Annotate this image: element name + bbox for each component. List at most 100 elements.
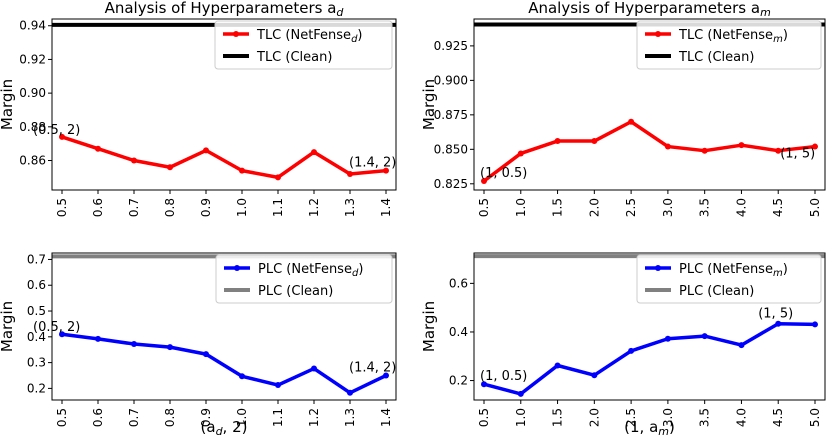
- data-point: [775, 320, 782, 327]
- x-tick-label: 5.0: [808, 198, 822, 217]
- data-point: [812, 143, 818, 150]
- x-tick-label: 1.0: [235, 198, 249, 217]
- series-line: [483, 321, 816, 396]
- y-tick-label: 0.88: [19, 120, 46, 134]
- chart-panel-4: 0.2 0.4 0.6 0.5 1.0 1.5 2.0 2.5 3.0 3.5 4.0 4.5 5.0 M…: [420, 252, 826, 436]
- y-tick-label: 0.86: [19, 154, 46, 168]
- data-point: [239, 373, 245, 380]
- data-point: [95, 145, 101, 152]
- y-tick-label: 0.875: [434, 108, 468, 122]
- legend-marker: [234, 265, 240, 271]
- data-point: [664, 143, 671, 150]
- x-tick-label: 3.0: [661, 198, 675, 217]
- data-point: [167, 164, 173, 171]
- plot-frame: [51, 252, 397, 401]
- data-point: [131, 157, 137, 164]
- plot-frame: [473, 252, 826, 401]
- data-point: [481, 178, 487, 185]
- y-axis-label: Margin: [0, 301, 16, 352]
- y-axis-label: Margin: [420, 79, 438, 130]
- y-tick-label: 0.850: [434, 142, 468, 156]
- x-tick-label: 2.5: [624, 408, 638, 427]
- data-point: [275, 382, 281, 389]
- y-tick-label: 0.4: [449, 325, 468, 339]
- data-point: [131, 341, 137, 348]
- data-point: [347, 170, 353, 177]
- y-tick-label: 0.90: [19, 86, 46, 100]
- y-tick-label: 0.900: [434, 73, 468, 87]
- y-tick-label: 0.4: [27, 330, 46, 344]
- point-annotation: (1, 0.5): [480, 166, 527, 181]
- data-point: [239, 167, 245, 174]
- y-tick-label: 0.94: [19, 19, 46, 33]
- data-point: [701, 333, 708, 340]
- plot-frame: [51, 18, 397, 191]
- x-tick-label: 1.2: [307, 198, 321, 217]
- x-tick-label: 0.5: [477, 408, 491, 427]
- y-tick-label: 0.2: [27, 381, 46, 395]
- data-point: [554, 138, 561, 145]
- x-tick-label: 3.5: [698, 408, 712, 427]
- legend-label-series: TLC (NetFensem): [678, 28, 788, 45]
- x-tick-label: 0.9: [199, 198, 213, 217]
- data-point: [167, 344, 173, 351]
- data-point: [383, 167, 389, 174]
- x-tick-label: 3.5: [698, 198, 712, 217]
- x-tick-label: 2.0: [587, 408, 601, 427]
- legend-marker: [655, 31, 661, 37]
- chart-title: Analysis of Hyperparameters ad: [105, 0, 345, 19]
- point-annotation: (1, 5): [758, 307, 793, 322]
- x-tick-label: 1.1: [271, 408, 285, 427]
- x-axis-label: (ad, 2): [201, 418, 248, 436]
- data-point: [383, 372, 389, 379]
- point-annotation: (1, 5): [780, 147, 815, 162]
- x-tick-label: 0.5: [55, 198, 69, 217]
- legend-label-series: PLC (NetFensed): [258, 262, 363, 279]
- y-tick-label: 0.6: [449, 276, 468, 290]
- data-point: [59, 331, 65, 338]
- x-tick-label: 1.0: [235, 408, 249, 427]
- x-tick-label: 1.0: [514, 198, 528, 217]
- data-point: [738, 142, 745, 149]
- point-annotation: (1, 0.5): [480, 369, 527, 384]
- data-point: [628, 118, 635, 125]
- point-annotation: (0.5, 2): [33, 123, 80, 138]
- x-tick-label: 1.2: [307, 408, 321, 427]
- x-tick-label: 4.5: [771, 198, 785, 217]
- series-line: [61, 332, 387, 395]
- legend-box: [636, 254, 822, 304]
- data-point: [591, 372, 598, 379]
- legend-label-clean: PLC (Clean): [258, 284, 333, 299]
- legend-box: [214, 20, 393, 70]
- x-tick-label: 1.4: [379, 198, 393, 217]
- x-tick-label: 0.8: [163, 408, 177, 427]
- legend-label-series: PLC (NetFensem): [679, 262, 788, 279]
- x-tick-label: 0.6: [91, 198, 105, 217]
- x-tick-label: 4.0: [734, 198, 748, 217]
- x-tick-label: 4.0: [734, 408, 748, 427]
- y-tick-label: 0.2: [449, 374, 468, 388]
- x-tick-label: 1.1: [271, 198, 285, 217]
- legend-marker: [233, 31, 239, 37]
- legend-label-clean: TLC (Clean): [678, 50, 754, 65]
- chart-title: Analysis of Hyperparameters am: [528, 0, 771, 19]
- y-axis-label: Margin: [420, 301, 438, 352]
- legend-label-clean: PLC (Clean): [679, 284, 754, 299]
- data-point: [59, 133, 65, 140]
- x-tick-label: 0.9: [199, 408, 213, 427]
- legend-marker: [655, 265, 661, 271]
- data-point: [738, 342, 745, 349]
- y-tick-label: 0.92: [19, 52, 46, 66]
- y-tick-label: 0.5: [27, 304, 46, 318]
- y-tick-label: 0.7: [27, 252, 46, 266]
- x-tick-label: 1.5: [551, 408, 565, 427]
- series-line: [482, 119, 816, 183]
- data-point: [701, 147, 708, 154]
- x-tick-label: 0.7: [127, 198, 141, 217]
- data-point: [311, 365, 317, 372]
- chart-panel-1: 0.86 0.88 0.90 0.92 0.94 0.5 0.6 0.7 0.8 0.9 1.0 1.…: [0, 0, 397, 217]
- x-tick-label: 0.5: [55, 408, 69, 427]
- data-point: [517, 390, 524, 397]
- data-point: [664, 335, 671, 342]
